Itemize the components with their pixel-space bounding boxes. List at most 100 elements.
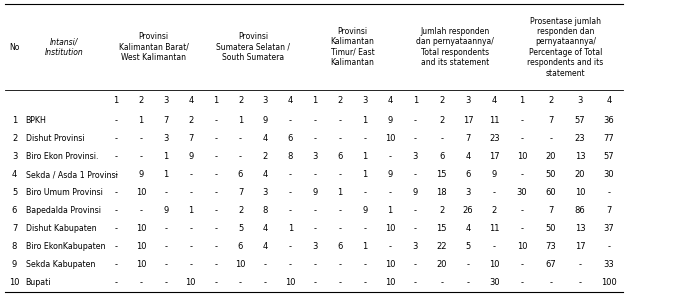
Text: -: - <box>339 278 341 287</box>
Text: -: - <box>339 206 341 215</box>
Text: -: - <box>289 242 291 251</box>
Text: -: - <box>520 260 523 269</box>
Text: -: - <box>115 260 117 269</box>
Text: Provinsi
Kalimantan
Timur/ East
Kalimantan: Provinsi Kalimantan Timur/ East Kalimant… <box>330 27 375 67</box>
Text: 2: 2 <box>548 96 554 105</box>
Text: 60: 60 <box>545 188 556 197</box>
Text: 10: 10 <box>575 188 585 197</box>
Text: 10: 10 <box>136 242 146 251</box>
Text: 7: 7 <box>465 134 471 143</box>
Text: -: - <box>115 188 117 197</box>
Text: 7: 7 <box>188 134 194 143</box>
Text: 33: 33 <box>604 260 614 269</box>
Text: 15: 15 <box>437 170 447 179</box>
Text: 4: 4 <box>263 224 268 233</box>
Text: -: - <box>364 260 366 269</box>
Text: -: - <box>414 206 417 215</box>
Text: Intansi/
Institution: Intansi/ Institution <box>44 37 83 57</box>
Text: -: - <box>339 224 341 233</box>
Text: -: - <box>139 134 142 143</box>
Text: 9: 9 <box>12 260 17 269</box>
Text: 11: 11 <box>489 224 500 233</box>
Text: -: - <box>214 206 217 215</box>
Text: -: - <box>164 188 167 197</box>
Text: -: - <box>314 260 316 269</box>
Text: -: - <box>164 260 167 269</box>
Text: 2: 2 <box>238 206 243 215</box>
Text: -: - <box>115 242 117 251</box>
Text: 17: 17 <box>463 116 473 125</box>
Text: 2: 2 <box>188 116 194 125</box>
Text: 4: 4 <box>466 224 471 233</box>
Text: 9: 9 <box>263 116 268 125</box>
Text: 1: 1 <box>337 188 343 197</box>
Text: 7: 7 <box>163 116 169 125</box>
Text: Biro EkonKabupaten: Biro EkonKabupaten <box>26 242 105 251</box>
Text: 7: 7 <box>12 224 17 233</box>
Text: -: - <box>520 278 523 287</box>
Text: 9: 9 <box>138 170 144 179</box>
Text: 10: 10 <box>185 278 196 287</box>
Text: 9: 9 <box>387 116 393 125</box>
Text: 6: 6 <box>12 206 17 215</box>
Text: 10: 10 <box>384 134 395 143</box>
Text: 1: 1 <box>213 96 219 105</box>
Text: 20: 20 <box>575 170 585 179</box>
Text: 10: 10 <box>136 224 146 233</box>
Text: 10: 10 <box>235 260 246 269</box>
Text: 3: 3 <box>263 96 268 105</box>
Text: 6: 6 <box>337 152 343 161</box>
Text: 10: 10 <box>384 260 395 269</box>
Text: Jumlah responden
dan pernyataannya/
Total respondents
and its statement: Jumlah responden dan pernyataannya/ Tota… <box>416 27 493 67</box>
Text: -: - <box>314 206 316 215</box>
Text: -: - <box>314 116 316 125</box>
Text: 7: 7 <box>607 206 611 215</box>
Text: -: - <box>239 134 242 143</box>
Text: Biro Ekon Provinsi.: Biro Ekon Provinsi. <box>26 152 98 161</box>
Text: -: - <box>550 278 552 287</box>
Text: 6: 6 <box>465 170 471 179</box>
Text: -: - <box>214 116 217 125</box>
Text: 2: 2 <box>138 96 144 105</box>
Text: 20: 20 <box>437 260 447 269</box>
Text: 36: 36 <box>604 116 614 125</box>
Text: 6: 6 <box>337 242 343 251</box>
Text: 1: 1 <box>114 96 119 105</box>
Text: -: - <box>139 152 142 161</box>
Text: -: - <box>289 188 291 197</box>
Text: 4: 4 <box>12 170 17 179</box>
Text: -: - <box>239 278 242 287</box>
Text: 30: 30 <box>516 188 527 197</box>
Text: 8: 8 <box>263 206 268 215</box>
Text: -: - <box>115 116 117 125</box>
Text: 9: 9 <box>163 206 169 215</box>
Text: 1: 1 <box>188 206 194 215</box>
Text: 7: 7 <box>548 116 554 125</box>
Text: 4: 4 <box>188 96 194 105</box>
Text: 30: 30 <box>604 170 614 179</box>
Text: Dishut Provinsi: Dishut Provinsi <box>26 134 84 143</box>
Text: Bapedalda Provinsi: Bapedalda Provinsi <box>26 206 101 215</box>
Text: Sekda Kabupaten: Sekda Kabupaten <box>26 260 95 269</box>
Text: -: - <box>364 188 366 197</box>
Text: 10: 10 <box>516 152 527 161</box>
Text: Bupati: Bupati <box>26 278 51 287</box>
Text: 3: 3 <box>465 96 471 105</box>
Text: 9: 9 <box>491 170 497 179</box>
Text: -: - <box>289 260 291 269</box>
Text: -: - <box>214 242 217 251</box>
Text: -: - <box>520 116 523 125</box>
Text: 9: 9 <box>188 152 194 161</box>
Text: 67: 67 <box>545 260 557 269</box>
Text: 3: 3 <box>163 96 169 105</box>
Text: -: - <box>115 170 117 179</box>
Text: 37: 37 <box>604 224 614 233</box>
Text: -: - <box>214 188 217 197</box>
Text: 3: 3 <box>263 188 268 197</box>
Text: 57: 57 <box>604 152 614 161</box>
Text: -: - <box>239 152 242 161</box>
Text: -: - <box>314 134 316 143</box>
Text: -: - <box>414 224 417 233</box>
Text: 10: 10 <box>516 242 527 251</box>
Text: 3: 3 <box>577 96 583 105</box>
